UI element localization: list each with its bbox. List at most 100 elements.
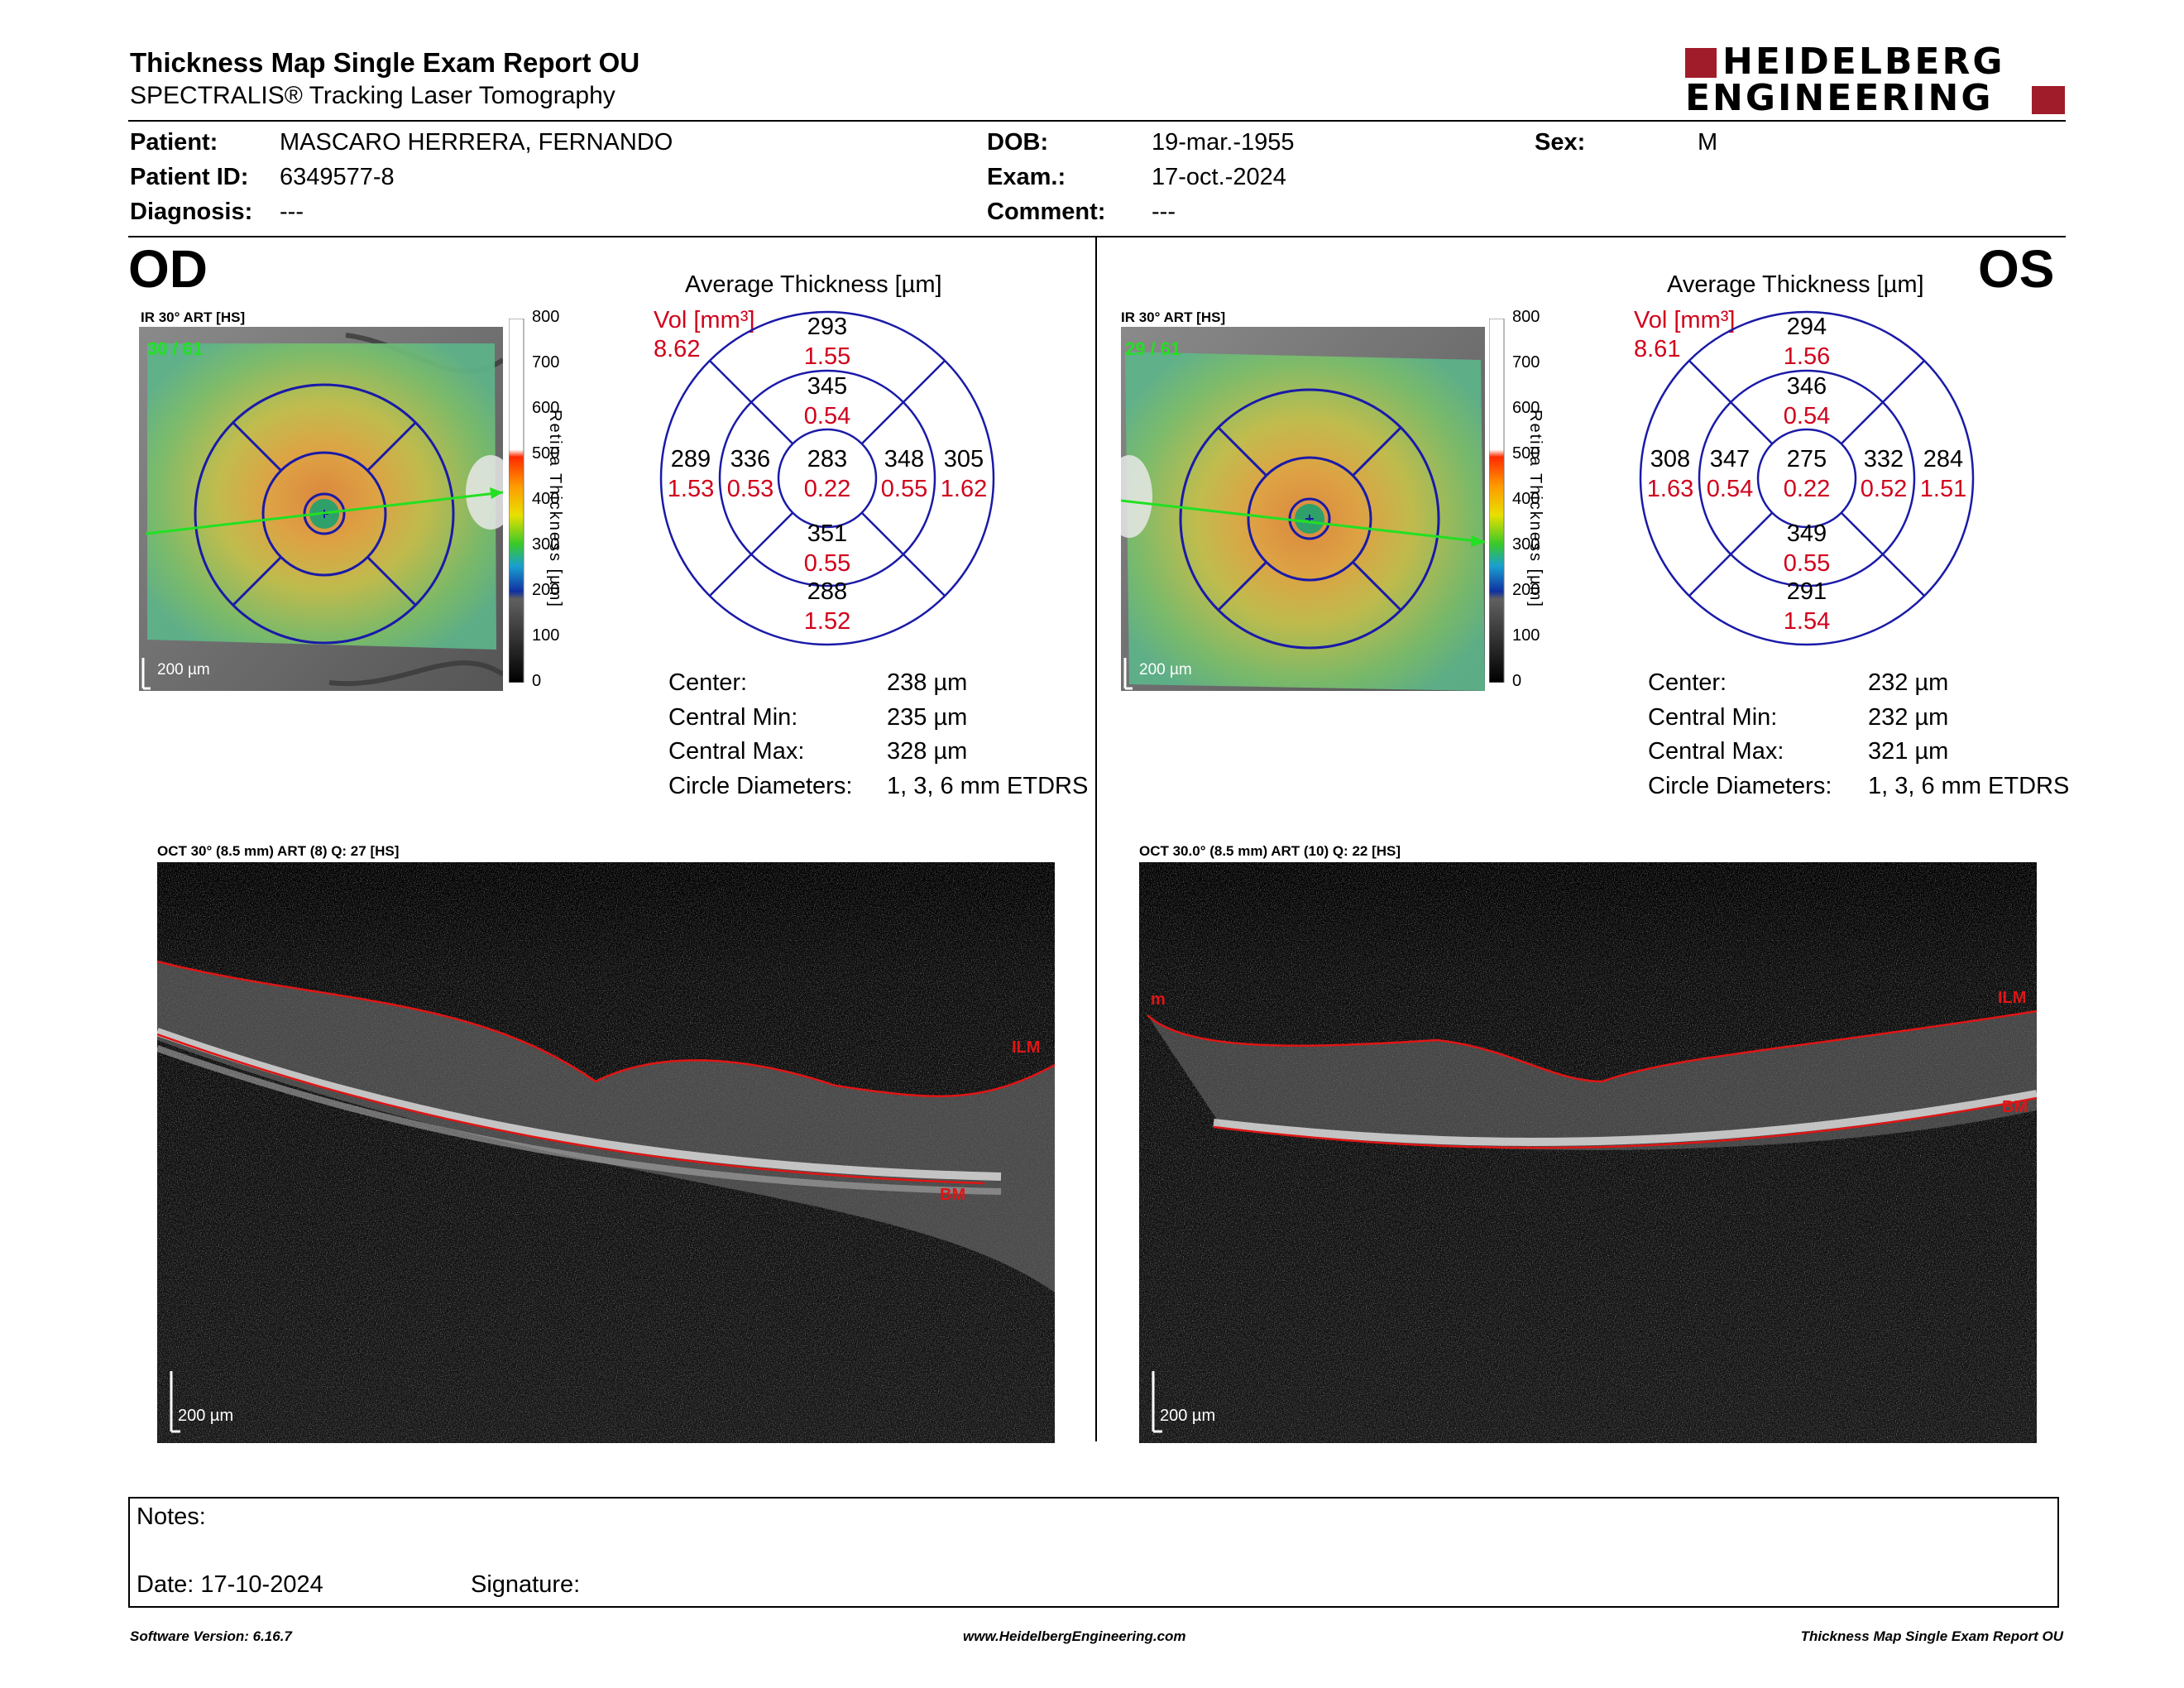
os-center-volume: 0.22 bbox=[1783, 476, 1831, 502]
od-outer_temp-volume: 1.53 bbox=[667, 476, 715, 502]
od-inner_sup-thickness: 345 bbox=[807, 373, 848, 400]
od-ir-overlay: 30 / 61 bbox=[147, 338, 203, 359]
logo-red-square-right bbox=[2032, 86, 2065, 114]
od-vol-label: Vol [mm³] bbox=[654, 307, 755, 333]
od-ilm-line bbox=[157, 960, 1055, 1098]
os-inner_nas-thickness: 332 bbox=[1863, 446, 1904, 472]
logo-red-square-left bbox=[1685, 48, 1717, 78]
comment-label: Comment: bbox=[987, 199, 1106, 225]
od-etdrs-grid bbox=[194, 383, 455, 645]
od-thickness-overlay bbox=[147, 343, 496, 650]
os-ir-overlay: 29 / 61 bbox=[1125, 338, 1181, 359]
od-inner_temp-volume: 0.53 bbox=[726, 476, 774, 502]
od-vol-value: 8.62 bbox=[654, 336, 701, 362]
od-inner_nas-thickness: 348 bbox=[884, 446, 925, 472]
od-oct-scale: 200 µm bbox=[178, 1407, 233, 1425]
os-avg-title: Average Thickness [µm] bbox=[1667, 271, 1924, 298]
os-min-value: 232 µm bbox=[1868, 704, 1949, 731]
notes-date: Date: 17-10-2024 bbox=[136, 1571, 323, 1598]
patient-id-label: Patient ID: bbox=[130, 164, 249, 190]
od-colorbar-gradient bbox=[509, 319, 524, 683]
patient-id: 6349577-8 bbox=[280, 164, 395, 190]
os-ir-scale: 200 µm bbox=[1139, 661, 1192, 679]
od-outer_inf-thickness: 288 bbox=[807, 578, 848, 605]
os-outer_inf-thickness: 291 bbox=[1786, 578, 1827, 605]
od-outer_sup-volume: 1.55 bbox=[803, 343, 851, 370]
od-outer_nas-volume: 1.62 bbox=[940, 476, 988, 502]
header-divider bbox=[128, 120, 2066, 122]
dob-label: DOB: bbox=[987, 129, 1049, 156]
report-title: Thickness Map Single Exam Report OU bbox=[130, 47, 640, 78]
footer-report-title: Thickness Map Single Exam Report OU bbox=[1800, 1628, 2063, 1644]
sex-label: Sex: bbox=[1535, 129, 1586, 156]
od-avg-title: Average Thickness [µm] bbox=[685, 271, 942, 298]
os-colorbar-tick: 100 bbox=[1512, 626, 1540, 645]
od-colorbar-tick: 300 bbox=[532, 535, 560, 554]
od-colorbar-tick: 100 bbox=[532, 626, 560, 645]
od-diam-label: Circle Diameters: bbox=[668, 773, 853, 799]
od-colorbar-tick: 200 bbox=[532, 581, 560, 599]
os-ilm-line bbox=[1147, 1009, 2037, 1083]
od-center-volume: 0.22 bbox=[803, 476, 851, 502]
od-eye-label: OD bbox=[128, 239, 208, 299]
od-diam-value: 1, 3, 6 mm ETDRS bbox=[887, 773, 1089, 799]
website-link[interactable]: www.HeidelbergEngineering.com bbox=[963, 1628, 1186, 1644]
od-outer_nas-thickness: 305 bbox=[943, 446, 984, 472]
od-ilm-label: ILM bbox=[1012, 1038, 1040, 1057]
os-optic-disc bbox=[1121, 455, 1152, 538]
od-colorbar-tick: 800 bbox=[532, 308, 560, 326]
os-outer_nas-thickness: 284 bbox=[1923, 446, 1964, 472]
center-divider bbox=[1095, 237, 1097, 1441]
od-colorbar-tick: 0 bbox=[532, 672, 542, 690]
od-bm-line bbox=[157, 1033, 985, 1185]
os-diam-label: Circle Diameters: bbox=[1648, 773, 1832, 799]
os-outer_temp-thickness: 308 bbox=[1650, 446, 1691, 472]
od-outer_temp-thickness: 289 bbox=[670, 446, 711, 472]
signature-label: Signature: bbox=[471, 1571, 581, 1598]
od-bm-label: BM bbox=[940, 1186, 965, 1204]
os-max-value: 321 µm bbox=[1868, 738, 1949, 765]
os-scan-line bbox=[1121, 499, 1485, 544]
os-vol-value: 8.61 bbox=[1634, 336, 1681, 362]
od-inner_temp-thickness: 336 bbox=[730, 446, 771, 472]
os-max-label: Central Max: bbox=[1648, 738, 1784, 765]
software-version: Software Version: 6.16.7 bbox=[130, 1628, 292, 1644]
os-thickness-map: 29 / 61 200 µm bbox=[1121, 327, 1485, 691]
od-colorbar-tick: 400 bbox=[532, 490, 560, 508]
os-outer_temp-volume: 1.63 bbox=[1646, 476, 1694, 502]
sex: M bbox=[1698, 129, 1718, 156]
os-vol-label: Vol [mm³] bbox=[1634, 307, 1736, 333]
os-min-label: Central Min: bbox=[1648, 704, 1778, 731]
notes-box[interactable]: Notes: Date: 17-10-2024 Signature: bbox=[128, 1497, 2059, 1608]
od-oct-label: OCT 30° (8.5 mm) ART (8) Q: 27 [HS] bbox=[157, 843, 400, 859]
os-inner_sup-thickness: 346 bbox=[1786, 373, 1827, 400]
os-inner_temp-volume: 0.54 bbox=[1706, 476, 1754, 502]
logo-line2: ENGINEERING bbox=[1685, 77, 1994, 119]
od-center-label: Center: bbox=[668, 669, 748, 696]
os-inner_nas-volume: 0.52 bbox=[1860, 476, 1908, 502]
os-colorbar-tick: 300 bbox=[1512, 535, 1540, 554]
notes-label: Notes: bbox=[136, 1503, 206, 1530]
od-thickness-map: 30 / 61 200 µm bbox=[139, 327, 503, 691]
od-outer_inf-volume: 1.52 bbox=[803, 608, 851, 635]
dob: 19-mar.-1955 bbox=[1152, 129, 1295, 156]
os-outer_inf-volume: 1.54 bbox=[1783, 608, 1831, 635]
os-inner_inf-volume: 0.55 bbox=[1783, 550, 1831, 577]
od-outer_sup-thickness: 293 bbox=[807, 314, 848, 340]
comment: --- bbox=[1152, 199, 1176, 225]
od-ir-label: IR 30° ART [HS] bbox=[141, 309, 246, 325]
od-max-value: 328 µm bbox=[887, 738, 968, 765]
os-colorbar-tick: 400 bbox=[1512, 490, 1540, 508]
od-inner_inf-thickness: 351 bbox=[807, 520, 848, 547]
od-oct-scan: ILM BM 200 µm bbox=[157, 862, 1055, 1443]
od-center-thickness: 283 bbox=[807, 446, 848, 472]
exam-label: Exam.: bbox=[987, 164, 1066, 190]
os-outer_nas-volume: 1.51 bbox=[1919, 476, 1967, 502]
od-ir-scale: 200 µm bbox=[157, 661, 210, 679]
od-colorbar-tick: 500 bbox=[532, 444, 560, 463]
od-inner_inf-volume: 0.55 bbox=[803, 550, 851, 577]
od-max-label: Central Max: bbox=[668, 738, 805, 765]
os-colorbar-tick: 200 bbox=[1512, 581, 1540, 599]
od-inner_sup-volume: 0.54 bbox=[803, 403, 851, 429]
os-ir-label: IR 30° ART [HS] bbox=[1121, 309, 1226, 325]
